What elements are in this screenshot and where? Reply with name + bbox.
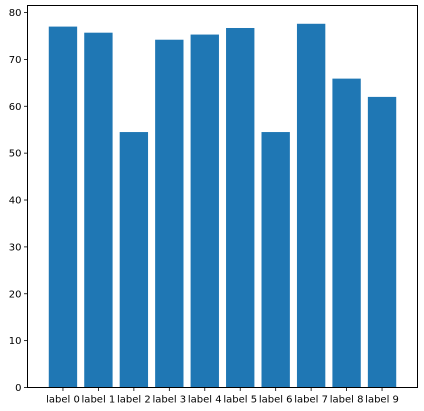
x-tick-label: label 3 bbox=[152, 395, 186, 406]
bar-label-5 bbox=[226, 27, 255, 388]
plot-frame bbox=[27, 5, 418, 388]
y-tick-label: 80 bbox=[9, 8, 22, 19]
bar-label-8 bbox=[332, 78, 361, 388]
bar-label-0 bbox=[48, 26, 78, 388]
y-tick-label: 60 bbox=[9, 102, 22, 113]
bar-label-4 bbox=[190, 34, 219, 388]
x-tick-label: label 6 bbox=[259, 395, 293, 406]
x-tick-label: label 9 bbox=[365, 395, 399, 406]
bar-label-9 bbox=[367, 96, 397, 388]
y-axis: 0 10 20 30 40 50 60 70 80 bbox=[9, 8, 28, 394]
y-tick-label: 20 bbox=[9, 289, 22, 300]
y-tick-label: 0 bbox=[15, 383, 21, 394]
bar-label-1 bbox=[84, 32, 113, 388]
bar-label-2 bbox=[119, 132, 149, 388]
x-tick-label: label 2 bbox=[117, 395, 151, 406]
bars-group bbox=[48, 23, 397, 388]
x-axis: label 0 label 1 label 2 label 3 label 4 label… bbox=[46, 387, 399, 406]
bar-label-6 bbox=[261, 132, 290, 388]
bar-label-3 bbox=[155, 39, 184, 388]
x-tick-label: label 5 bbox=[223, 395, 257, 406]
x-tick-label: label 1 bbox=[82, 395, 116, 406]
y-tick-label: 10 bbox=[9, 336, 22, 347]
x-tick-label: label 8 bbox=[330, 395, 364, 406]
x-tick-label: label 7 bbox=[294, 395, 328, 406]
y-tick-label: 70 bbox=[9, 55, 22, 66]
x-tick-label: label 4 bbox=[188, 395, 222, 406]
y-tick-label: 30 bbox=[9, 242, 22, 253]
y-tick-label: 40 bbox=[9, 196, 22, 207]
bar-label-7 bbox=[296, 23, 326, 388]
y-tick-label: 50 bbox=[9, 149, 22, 160]
x-tick-label: label 0 bbox=[46, 395, 80, 406]
